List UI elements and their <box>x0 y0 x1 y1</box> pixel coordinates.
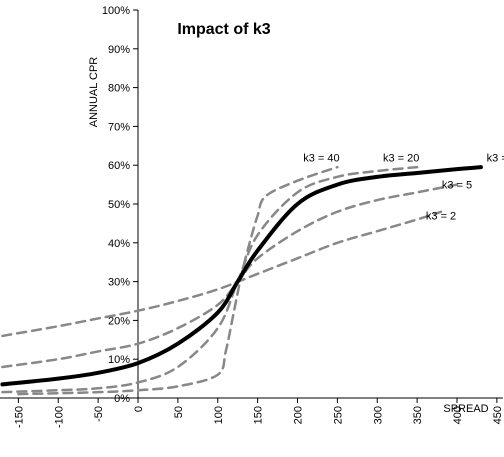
y-tick-label: 10% <box>108 354 130 366</box>
x-tick-label: -100 <box>53 406 65 428</box>
series-line-k3-2 <box>1 210 443 338</box>
series-line-k3-20 <box>1 165 419 394</box>
y-tick-label: 0% <box>114 393 130 405</box>
y-tick-label: 90% <box>108 44 130 56</box>
x-tick-label: 50 <box>173 406 185 418</box>
y-tick-label: 60% <box>108 160 130 172</box>
x-tick-label: 350 <box>412 406 424 424</box>
chart-title: Impact of k3 <box>177 21 270 38</box>
y-tick-label: 20% <box>108 315 130 327</box>
x-tick-label: 400 <box>452 406 464 424</box>
series-line-k3-40 <box>17 165 339 396</box>
labels-layer: k3 = 40 k3 = 20 k3 = 10 k3 = 5 k3 = 2 <box>303 152 504 222</box>
y-tick-label: 100% <box>102 5 130 17</box>
x-tick-label: 300 <box>372 406 384 424</box>
series-label: k3 = 2 <box>426 211 456 223</box>
series-line-k3-10 <box>0 165 483 387</box>
x-axis-title: SPREAD <box>443 403 488 415</box>
series-label: k3 = 40 <box>303 152 339 164</box>
y-axis-title: ANNUAL CPR <box>88 57 100 128</box>
x-tick-label: 100 <box>213 406 225 424</box>
series-label: k3 = 5 <box>442 180 472 192</box>
x-tick-label: 250 <box>332 406 344 424</box>
x-tick-label: -150 <box>13 406 25 428</box>
y-tick-label: 70% <box>108 121 130 133</box>
series-label: k3 = 10 <box>487 152 504 164</box>
x-tick-label: -50 <box>93 406 105 422</box>
series-label: k3 = 20 <box>383 152 419 164</box>
axes: 0%10%20%30%40%50%60%70%80%90%100%-200-15… <box>0 5 504 428</box>
x-tick-label: 0 <box>133 406 145 412</box>
y-tick-label: 30% <box>108 277 130 289</box>
series-line-k3-5 <box>1 183 459 369</box>
x-tick-label: 150 <box>253 406 265 424</box>
y-tick-label: 80% <box>108 83 130 95</box>
y-tick-label: 40% <box>108 238 130 250</box>
x-tick-label: 200 <box>293 406 305 424</box>
x-tick-label: 450 <box>492 406 504 424</box>
y-tick-label: 50% <box>108 199 130 211</box>
series-layer <box>0 165 483 396</box>
